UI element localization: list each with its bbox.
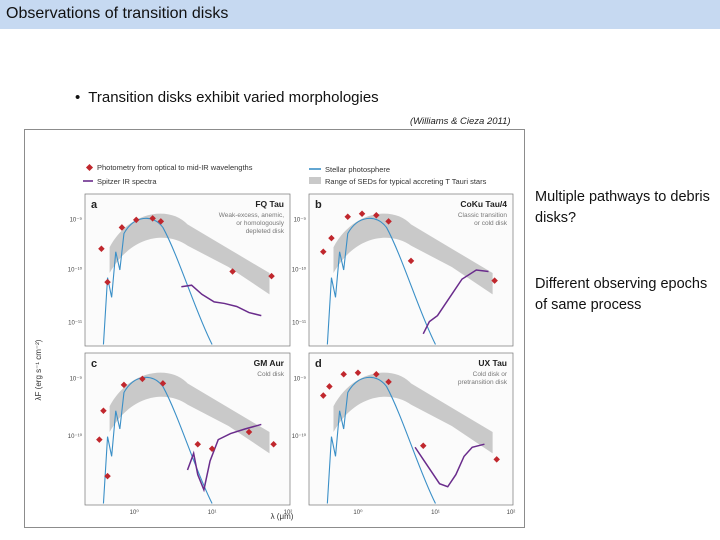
photometry-point	[118, 224, 126, 231]
photometry-point	[344, 213, 352, 221]
photometry-point	[493, 456, 500, 463]
panel-description: pretransition disk	[458, 379, 508, 386]
photometry-point	[326, 383, 333, 390]
panel-a: a FQ Tau Weak-excess, anemic,or homologous…	[68, 193, 291, 347]
slide-title-bar: Observations of transition disks	[0, 0, 720, 29]
x-tick-label: 10¹	[431, 510, 440, 516]
stellar-photosphere-line	[102, 217, 213, 345]
panel-star-name: UX Tau	[478, 358, 507, 368]
photometry-point	[98, 245, 105, 252]
photometry-point	[104, 278, 111, 286]
panel-letter: a	[91, 199, 98, 211]
photometry-point	[132, 216, 140, 224]
y-tick-label: 10⁻⁹	[70, 375, 83, 382]
stellar-photosphere-line	[326, 376, 436, 504]
photometry-point	[194, 440, 202, 448]
photometry-point	[320, 392, 327, 399]
ttauri-range-band	[333, 213, 493, 295]
legend-stellar-label: Stellar photosphere	[325, 165, 390, 174]
y-tick-label: 10⁻⁹	[70, 216, 83, 223]
panel-description: or cold disk	[474, 220, 508, 227]
legend-spitzer-label: Spitzer IR spectra	[97, 177, 157, 186]
y-tick-label: 10⁻⁹	[294, 216, 307, 223]
spitzer-spectrum-line	[181, 284, 262, 317]
photometry-point	[149, 215, 156, 222]
photometry-point	[491, 277, 498, 284]
x-tick-label: 10⁰	[353, 509, 363, 516]
y-axis-label: λF (erg s⁻¹ cm⁻²)	[34, 339, 43, 400]
panel-star-name: FQ Tau	[255, 199, 284, 209]
panel-description: depleted disk	[246, 228, 285, 235]
spitzer-spectrum-line	[422, 269, 489, 335]
ttauri-range-band	[333, 372, 493, 454]
panel-star-name: GM Aur	[254, 358, 285, 368]
panel-star-name: CoKu Tau/4	[460, 199, 507, 209]
photometry-point	[354, 369, 362, 377]
legend-range-label: Range of SEDs for typical accreting T Ta…	[325, 177, 487, 186]
legend-photometry-label: Photometry from optical to mid-IR wavele…	[97, 163, 253, 172]
sed-figure: Photometry from optical to mid-IR wavele…	[24, 129, 525, 528]
y-tick-label: 10⁻¹⁰	[68, 266, 83, 273]
panel-letter: c	[91, 358, 97, 370]
ttauri-range-band	[109, 372, 270, 454]
photometry-point	[208, 445, 216, 453]
ttauri-range-band	[109, 213, 270, 295]
photometry-point	[385, 378, 392, 386]
photometry-point	[157, 218, 165, 225]
legend-range-swatch	[309, 177, 321, 184]
sed-figure-svg: Photometry from optical to mid-IR wavele…	[34, 163, 516, 521]
bullet-marker: •	[75, 89, 81, 106]
slide-title: Observations of transition disks	[6, 5, 229, 22]
photometry-point	[104, 472, 111, 480]
panel-description: Cold disk or	[473, 371, 508, 378]
photometry-point	[419, 442, 427, 449]
panel-c: c GM Aur Cold disk 10⁻⁹ 10⁻¹⁰ 10⁰ 10¹ 10²	[68, 352, 293, 516]
photometry-point	[340, 371, 347, 378]
panel-description: Classic transition	[458, 212, 508, 219]
y-tick-label: 10⁻¹⁰	[292, 433, 307, 440]
y-tick-label: 10⁻¹¹	[68, 321, 82, 327]
photometry-point	[245, 428, 253, 436]
y-tick-label: 10⁻¹⁰	[68, 433, 83, 440]
stellar-photosphere-line	[326, 217, 436, 345]
side-note-epochs: Different observing epochs of same proce…	[535, 276, 708, 313]
photometry-point	[100, 407, 107, 415]
panel-description: or homologously	[236, 220, 284, 227]
y-tick-label: 10⁻⁹	[294, 375, 307, 382]
photometry-point	[229, 268, 236, 275]
spitzer-spectrum-line	[186, 423, 262, 493]
panel-letter: b	[315, 199, 322, 211]
sed-panels: a FQ Tau Weak-excess, anemic,or homologous…	[68, 193, 516, 516]
bullet-point: • Transition disks exhibit varied morphol…	[75, 89, 379, 106]
panel-description: Cold disk	[257, 371, 284, 378]
x-tick-label: 10²	[284, 510, 293, 516]
panel-letter: d	[315, 358, 322, 370]
y-tick-label: 10⁻¹¹	[292, 321, 306, 327]
legend-photometry-marker	[85, 163, 94, 172]
x-tick-label: 10²	[507, 510, 516, 516]
figure-legend: Photometry from optical to mid-IR wavele…	[83, 163, 487, 186]
panel-description: Weak-excess, anemic,	[219, 212, 284, 219]
side-note-pathways: Multiple pathways to debris disks?	[535, 189, 710, 226]
y-tick-label: 10⁻¹⁰	[292, 266, 307, 273]
x-axis-label: λ (μm)	[271, 512, 294, 521]
citation: (Williams & Cieza 2011)	[410, 116, 511, 127]
bullet-text: Transition disks exhibit varied morpholo…	[88, 89, 379, 106]
photometry-point	[96, 436, 103, 443]
photometry-point	[407, 257, 415, 265]
spitzer-spectrum-line	[414, 443, 485, 488]
x-tick-label: 10¹	[208, 510, 217, 516]
x-tick-label: 10⁰	[130, 509, 140, 516]
